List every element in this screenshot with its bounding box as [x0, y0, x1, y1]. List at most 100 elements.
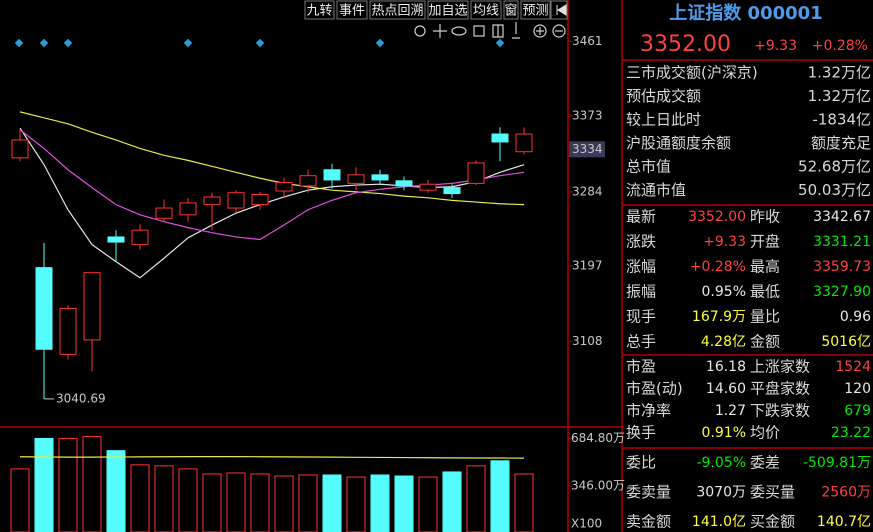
stat-label: 涨跌 [626, 233, 656, 251]
toolbar-label: 窗 [504, 3, 517, 19]
tool-icon[interactable] [433, 24, 447, 38]
tool-icon[interactable] [512, 22, 520, 39]
stat-label: 卖金额 [626, 513, 671, 531]
collapse-button[interactable] [550, 0, 568, 20]
y-tick-label: 3373 [572, 109, 603, 123]
candle-body [515, 133, 533, 153]
zoom-in[interactable] [533, 24, 547, 38]
stat-label: 市净率 [626, 402, 671, 420]
event-marker[interactable] [39, 38, 49, 48]
volume-bar [274, 475, 294, 532]
toolbar-button[interactable] [336, 0, 368, 20]
toolbar-button[interactable] [304, 0, 335, 20]
stat-value: 0.96 [840, 309, 871, 325]
candle-body [179, 202, 197, 216]
moving-average [19, 111, 525, 206]
candle-body [203, 196, 221, 206]
moving-average [19, 129, 525, 241]
stat-label: 量比 [750, 308, 780, 326]
volume-bar [514, 473, 534, 532]
stat-label: 买金额 [750, 513, 795, 531]
candle-body [419, 183, 437, 191]
current-marker-label: 3334 [572, 142, 603, 156]
y-tick-label: 3197 [572, 258, 603, 272]
tool-icon[interactable] [414, 25, 426, 37]
tool-icon[interactable] [492, 24, 504, 38]
toolbar-label: 事件 [339, 4, 365, 19]
zoom-out[interactable] [552, 24, 566, 38]
summary-value: 52.68万亿 [798, 158, 871, 176]
stat-label: 换手 [626, 424, 656, 442]
candle-body [299, 175, 317, 187]
toolbar-button[interactable] [427, 0, 469, 20]
candle-body [11, 139, 29, 159]
y-tick-label: 3461 [572, 34, 603, 48]
stat-label: 委差 [750, 454, 780, 472]
summary-label: 较上日此时 [626, 111, 701, 129]
event-marker[interactable] [63, 38, 73, 48]
y-tick-label: 3284 [572, 184, 603, 198]
stat-value: 3342.67 [813, 209, 871, 225]
stat-value: 1.27 [715, 403, 746, 419]
stat-value: 23.22 [831, 425, 871, 441]
stat-value: 3352.00 [688, 209, 746, 225]
stat-value: 120 [844, 381, 871, 397]
tool-icon[interactable] [451, 26, 467, 36]
candle-body [35, 267, 53, 350]
quote-price: 3352.00 [640, 32, 731, 57]
collapse-icon [556, 4, 567, 16]
volume-bar [370, 474, 390, 532]
quote-change: +9.33 [754, 38, 797, 54]
stat-label: 委卖量 [626, 483, 671, 501]
toolbar-button[interactable] [503, 0, 519, 20]
chart-tools [414, 22, 566, 39]
event-markers [14, 38, 505, 48]
summary-value: 50.03万亿 [798, 181, 871, 199]
volume-bar [10, 468, 30, 532]
candle-body [251, 193, 269, 206]
event-marker[interactable] [495, 38, 505, 48]
quote-change-pct: +0.28% [812, 38, 868, 54]
stat-value: 3359.73 [813, 259, 871, 275]
stat-label: 振幅 [626, 283, 656, 301]
volume-bar [58, 437, 78, 532]
stat-label: 涨幅 [626, 258, 656, 276]
low-label: 3040.69 [56, 391, 106, 405]
volume-bar [466, 465, 486, 532]
stat-value: 167.9万 [692, 309, 746, 325]
candle-body [371, 174, 389, 181]
zoom-in[interactable] [536, 27, 544, 35]
event-marker[interactable] [183, 38, 193, 48]
toolbar-label: 九转 [306, 4, 332, 19]
stat-value: 140.7亿 [817, 514, 871, 530]
stat-label: 最高 [750, 258, 780, 276]
stat-value: 0.91% [702, 425, 746, 441]
volume-bar [82, 435, 102, 532]
stat-label: 开盘 [750, 233, 780, 251]
stat-label: 均价 [750, 424, 780, 442]
current-marker-box [569, 141, 605, 158]
toolbar-label: 均线 [473, 4, 499, 19]
event-marker[interactable] [375, 38, 385, 48]
volume-bar [298, 474, 318, 532]
volume-bar [322, 474, 342, 532]
event-marker[interactable] [255, 38, 265, 48]
stat-label: 最新 [626, 208, 656, 226]
summary-label: 三市成交额(沪深京) [626, 64, 758, 82]
stat-value: 679 [844, 403, 871, 419]
stat-label: 现手 [626, 308, 656, 326]
candle-body [227, 192, 245, 209]
candle-body [347, 174, 365, 184]
toolbar-button[interactable] [369, 0, 426, 20]
stat-value: 141.0亿 [692, 514, 746, 530]
event-marker[interactable] [14, 38, 24, 48]
toolbar-button[interactable] [520, 0, 551, 20]
volume-bar [34, 437, 54, 532]
candle-body [83, 272, 101, 341]
tool-icon[interactable] [473, 25, 485, 37]
stat-value: 1524 [835, 359, 871, 375]
toolbar-button[interactable] [470, 0, 502, 20]
stat-label: 平盘家数 [750, 380, 810, 398]
